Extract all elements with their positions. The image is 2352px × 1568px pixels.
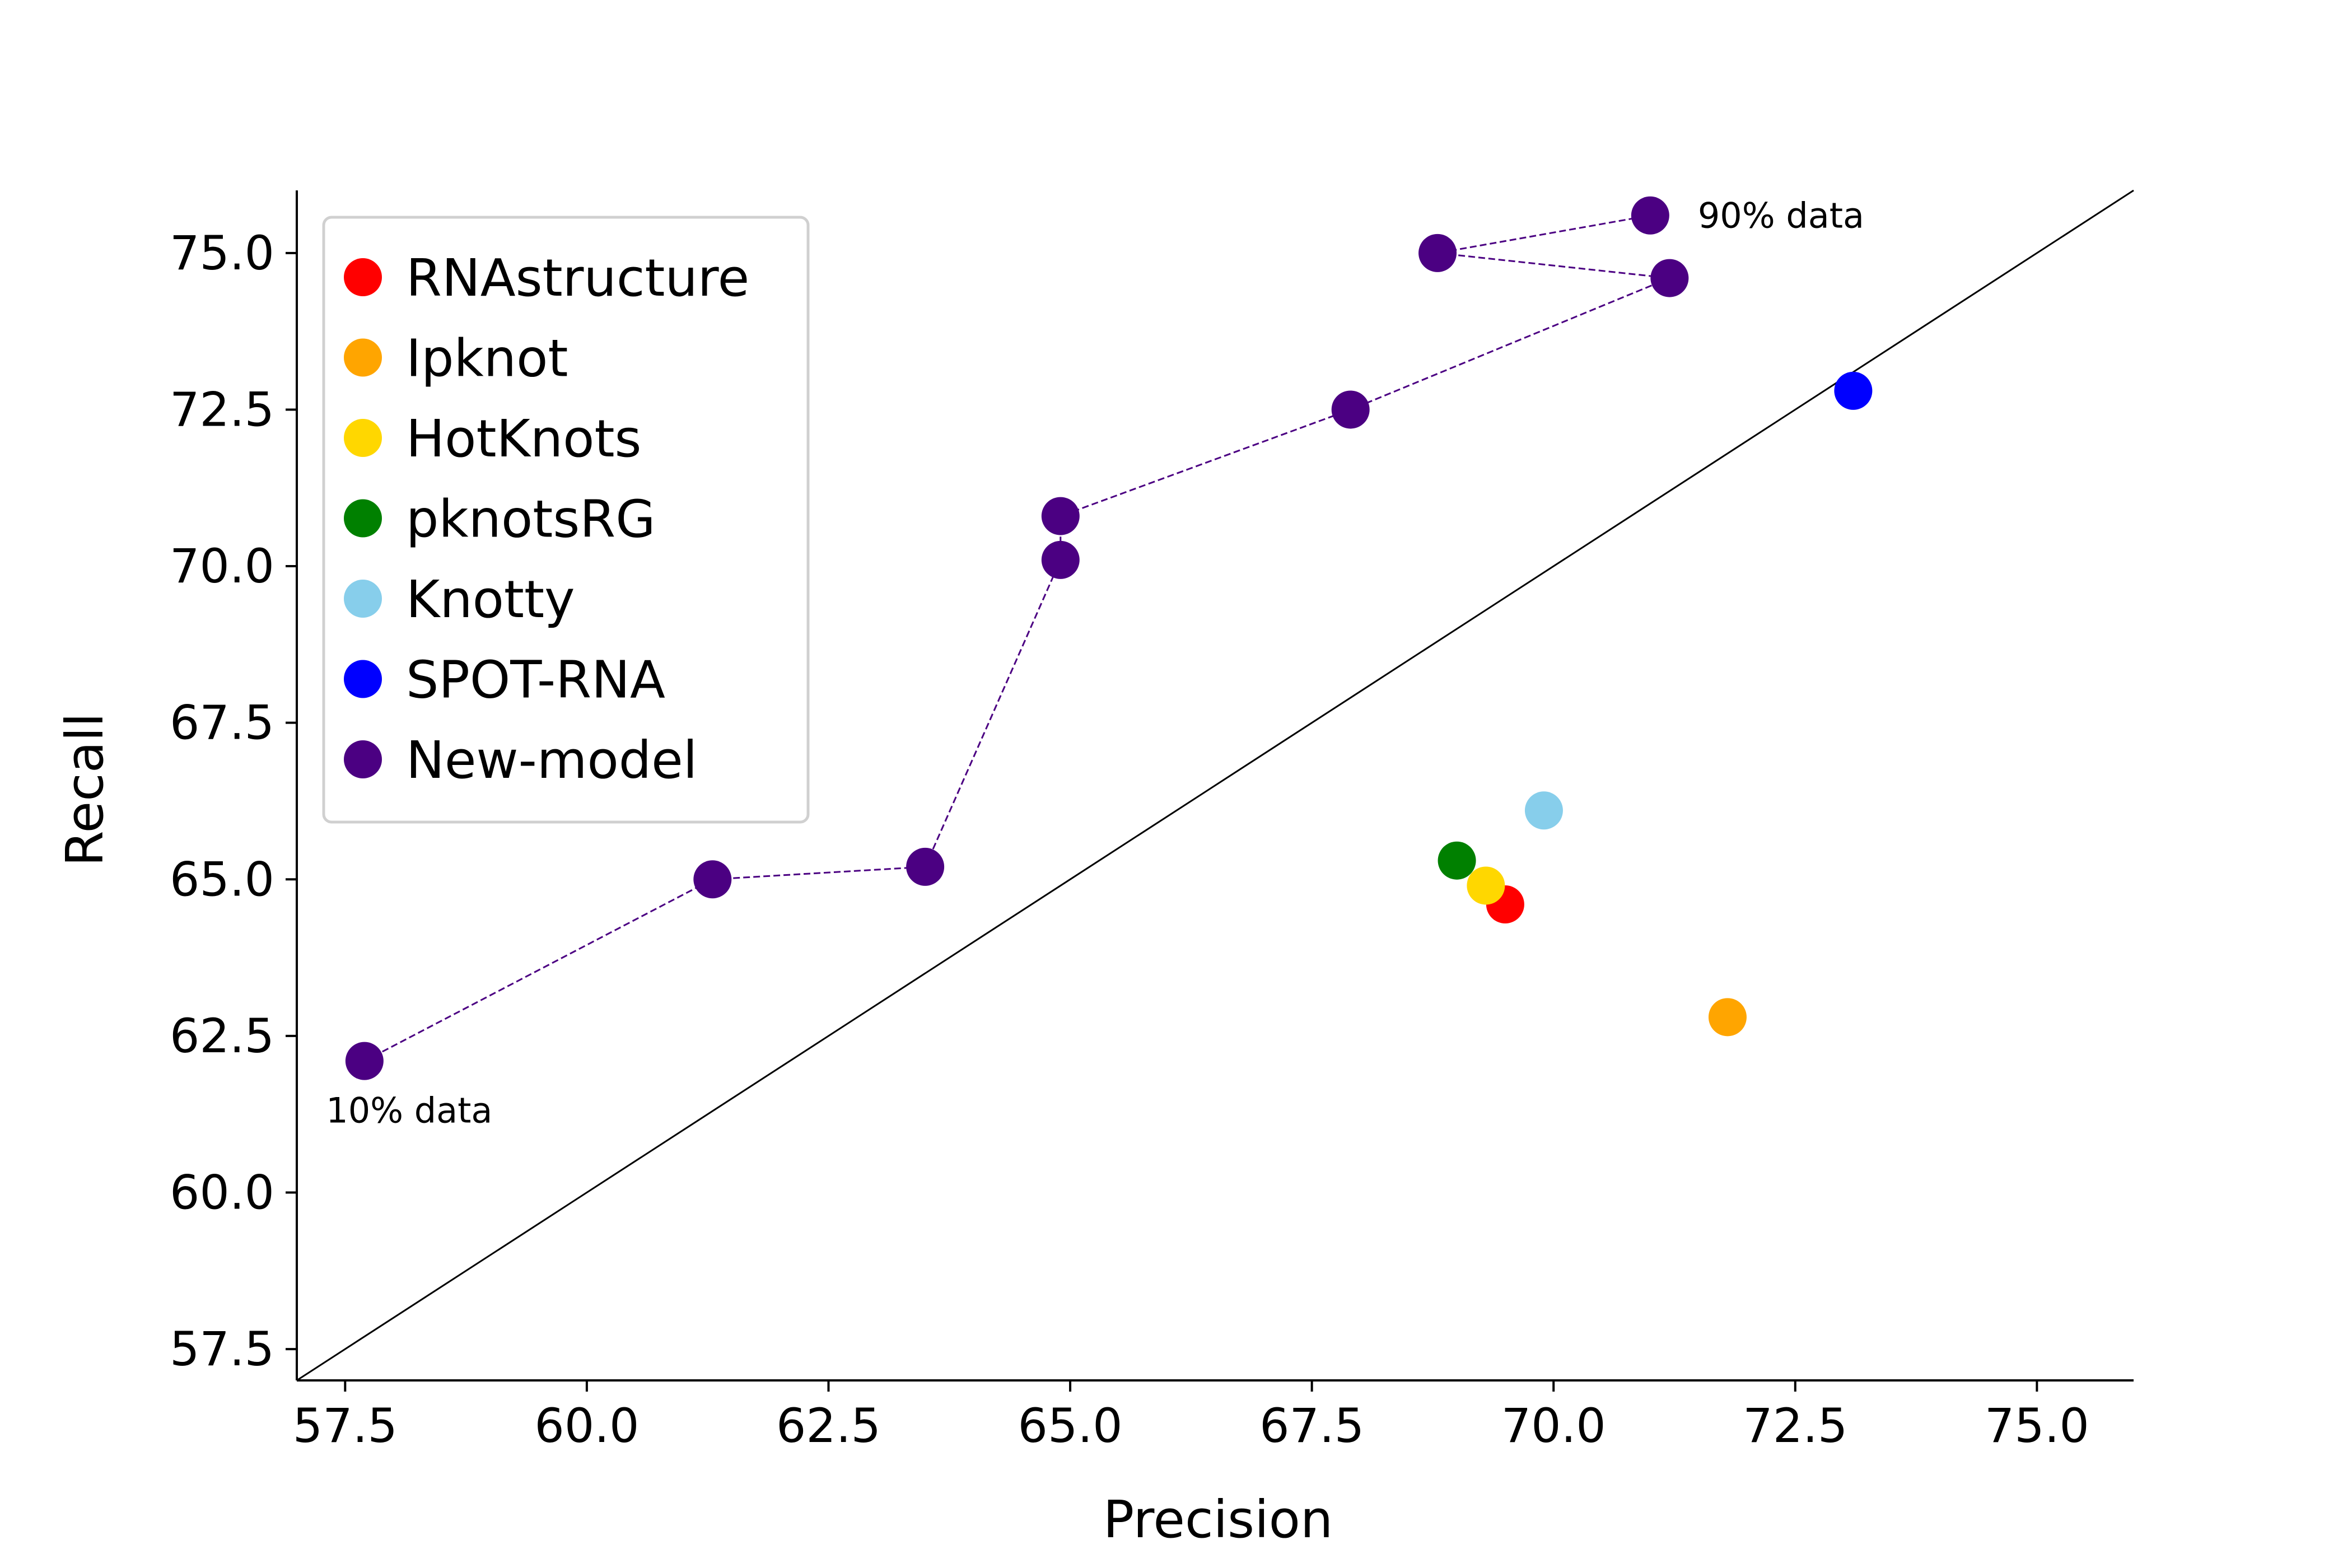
series-line-new-model <box>364 214 1670 1062</box>
y-tick-label: 72.5 <box>170 382 274 437</box>
legend-label-spot-rna: SPOT-RNA <box>406 650 665 710</box>
point-new-model-5 <box>1331 390 1370 429</box>
axes-layer <box>296 190 2134 1382</box>
legend-marker-pknotsrg <box>344 499 382 538</box>
legend-label-new-model: New-model <box>406 730 697 790</box>
point-ipknot-0 <box>1708 998 1747 1037</box>
legend: RNAstructure Ipknot HotKnots pknotsRG Knotty… <box>322 216 810 824</box>
point-hotknots-0 <box>1467 866 1505 905</box>
reference-line-layer <box>296 189 2134 1382</box>
point-new-model-3 <box>1041 540 1080 579</box>
y-tick-label: 75.0 <box>170 226 274 281</box>
y-tick-label: 57.5 <box>170 1322 274 1376</box>
point-new-model-1 <box>693 860 732 899</box>
point-new-model-2 <box>906 847 945 886</box>
y-tick-label: 60.0 <box>170 1165 274 1220</box>
legend-marker-ipknot <box>344 338 382 377</box>
y-tick-label: 70.0 <box>170 539 274 594</box>
points-layer <box>345 196 1873 1080</box>
x-tick-label: 62.5 <box>776 1398 881 1453</box>
y-tick-label: 65.0 <box>170 852 274 907</box>
legend-label-ipknot: Ipknot <box>406 329 568 389</box>
legend-label-pknotsrg: pknotsRG <box>406 489 656 549</box>
x-tick-label: 60.0 <box>534 1398 639 1453</box>
y-tick-label: 67.5 <box>170 696 274 750</box>
diagonal-reference-line <box>296 189 2134 1382</box>
point-spot-rna-0 <box>1834 371 1873 410</box>
legend-marker-hotknots <box>344 419 382 457</box>
legend-label-hotknots: HotKnots <box>406 409 641 469</box>
x-tick-label: 70.0 <box>1501 1398 1606 1453</box>
y-tick-label: 62.5 <box>170 1009 274 1063</box>
legend-marker-new-model <box>344 740 382 778</box>
x-tick-label: 72.5 <box>1743 1398 1847 1453</box>
point-new-model-4 <box>1041 497 1080 535</box>
x-axis-label: Precision <box>1103 1490 1333 1550</box>
legend-marker-knotty <box>344 580 382 618</box>
point-knotty-0 <box>1524 791 1563 830</box>
point-new-model-7 <box>1418 234 1457 272</box>
point-new-model-0 <box>345 1042 384 1080</box>
x-tick-label: 75.0 <box>1985 1398 2089 1453</box>
annotation-label: 90% data <box>1698 195 1864 236</box>
x-tick-label: 65.0 <box>1018 1398 1123 1453</box>
point-new-model-6 <box>1650 259 1689 297</box>
legend-marker-spot-rna <box>344 660 382 698</box>
legend-marker-rnastructure <box>344 258 382 296</box>
point-new-model-8 <box>1631 196 1669 235</box>
ticks-layer: 57.5 60.0 62.5 65.0 67.5 70.0 72.5 75.0 57.5 60.0… <box>170 226 2089 1453</box>
series-line-layer <box>364 214 1670 1062</box>
x-tick-label: 57.5 <box>293 1398 398 1453</box>
y-axis-label: Recall <box>55 713 115 866</box>
point-pknotsrg-0 <box>1438 841 1476 880</box>
legend-box <box>322 216 810 824</box>
legend-label-knotty: Knotty <box>406 570 575 629</box>
legend-label-rnastructure: RNAstructure <box>406 248 749 308</box>
annotation-label: 10% data <box>326 1090 492 1131</box>
x-tick-label: 67.5 <box>1259 1398 1364 1453</box>
annotations-layer: 10% data 90% data <box>326 195 1864 1131</box>
